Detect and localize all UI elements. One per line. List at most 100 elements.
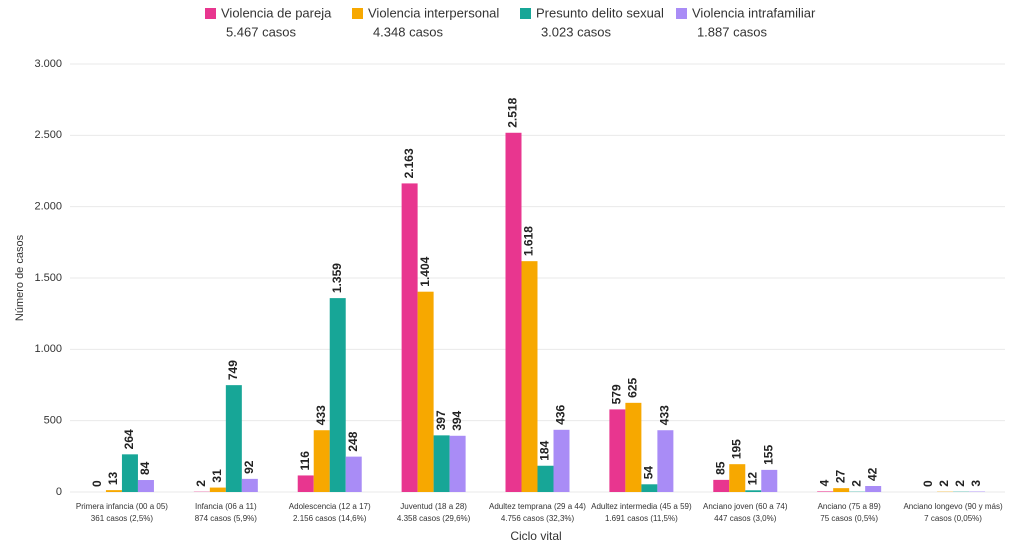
data-label: 13 [106, 471, 120, 485]
y-tick-label: 0 [56, 486, 62, 498]
bar [297, 475, 314, 492]
bar [713, 479, 730, 492]
legend-total: 1.887 casos [697, 24, 768, 39]
data-label: 248 [346, 431, 360, 451]
legend-swatch [676, 8, 687, 19]
data-label: 12 [745, 472, 759, 486]
data-label: 42 [865, 467, 879, 481]
data-label: 84 [138, 461, 152, 475]
x-tick-label: Adultez temprana (29 a 44) [489, 502, 586, 511]
data-label: 625 [626, 377, 640, 397]
x-tick-note: 2.156 casos (14,6%) [293, 514, 367, 523]
legend-label: Presunto delito sexual [536, 5, 664, 20]
data-label: 85 [713, 461, 727, 475]
legend-total: 5.467 casos [226, 24, 297, 39]
bar [657, 430, 674, 492]
data-label: 397 [434, 410, 448, 430]
legend-total: 4.348 casos [373, 24, 444, 39]
bar [505, 132, 522, 493]
x-axis-title: Ciclo vital [510, 529, 561, 543]
bar [521, 261, 538, 492]
data-label: 116 [298, 451, 312, 471]
data-label: 3 [969, 480, 983, 487]
legend-swatch [205, 8, 216, 19]
data-label: 2 [937, 480, 951, 487]
legend-swatch [520, 8, 531, 19]
data-label: 195 [729, 439, 743, 459]
legend-label: Violencia interpersonal [368, 5, 499, 20]
data-label: 264 [122, 429, 136, 449]
bar [345, 456, 362, 492]
bar [817, 491, 834, 492]
x-tick-note: 361 casos (2,5%) [91, 514, 154, 523]
data-label: 1.359 [330, 263, 344, 293]
data-label: 0 [90, 480, 104, 487]
x-tick-note: 447 casos (3,0%) [714, 514, 777, 523]
data-label: 394 [450, 410, 464, 430]
bar [745, 490, 762, 492]
data-label: 436 [554, 404, 568, 424]
data-label: 1.404 [418, 256, 432, 286]
data-label: 2 [194, 480, 208, 487]
data-label: 433 [658, 405, 672, 425]
data-label: 0 [921, 480, 935, 487]
x-tick-note: 1.691 casos (11,5%) [605, 514, 678, 523]
data-label: 2.163 [402, 148, 416, 178]
data-label: 31 [210, 469, 224, 483]
data-label: 2.518 [506, 97, 520, 127]
x-tick-note: 874 casos (5,9%) [195, 514, 258, 523]
y-tick-label: 3.000 [34, 58, 62, 70]
bar [553, 429, 570, 492]
x-tick-label: Juventud (18 a 28) [400, 502, 467, 511]
data-label: 184 [538, 440, 552, 460]
bar [729, 464, 746, 492]
x-tick-label: Adolescencia (12 a 17) [289, 502, 371, 511]
y-tick-label: 2.500 [34, 129, 62, 141]
x-tick-label: Anciano (75 a 89) [818, 502, 881, 511]
x-tick-note: 4.756 casos (32,3%) [501, 514, 575, 523]
data-label: 433 [314, 405, 328, 425]
data-label: 1.618 [522, 226, 536, 256]
legend-label: Violencia intrafamiliar [692, 5, 816, 20]
y-tick-label: 500 [44, 415, 62, 427]
bar [209, 487, 226, 492]
x-tick-label: Infancia (06 a 11) [195, 502, 257, 511]
x-tick-note: 7 casos (0,05%) [924, 514, 982, 523]
data-label: 2 [953, 480, 967, 487]
bar [313, 430, 330, 492]
bar [329, 298, 346, 492]
x-tick-label: Primera infancia (00 a 05) [76, 502, 168, 511]
x-tick-label: Anciano longevo (90 y más) [903, 502, 1003, 511]
x-tick-label: Adultez intermedia (45 a 59) [591, 502, 692, 511]
bar [761, 469, 778, 492]
legend-total: 3.023 casos [541, 24, 612, 39]
y-tick-label: 2.000 [34, 201, 62, 213]
data-label: 155 [761, 445, 775, 465]
bar [449, 435, 466, 492]
legend-swatch [352, 8, 363, 19]
data-label: 54 [642, 466, 656, 480]
bar [609, 409, 626, 492]
data-label: 579 [610, 384, 624, 404]
data-label: 27 [833, 469, 847, 483]
bar [433, 435, 450, 492]
bar [625, 402, 642, 492]
legend-label: Violencia de pareja [221, 5, 332, 20]
x-tick-note: 75 casos (0,5%) [820, 514, 878, 523]
bar [225, 385, 242, 492]
y-tick-label: 1.000 [34, 343, 62, 355]
bar [137, 480, 154, 492]
bar [401, 183, 418, 493]
bar [833, 488, 850, 492]
x-tick-label: Anciano joven (60 a 74) [703, 502, 788, 511]
bar [417, 291, 434, 492]
bar [241, 478, 258, 492]
bar [865, 486, 882, 492]
data-label: 4 [817, 479, 831, 486]
bar [105, 490, 122, 492]
y-tick-label: 1.500 [34, 272, 62, 284]
bar [641, 484, 658, 492]
data-label: 2 [849, 480, 863, 487]
bar [537, 465, 554, 492]
